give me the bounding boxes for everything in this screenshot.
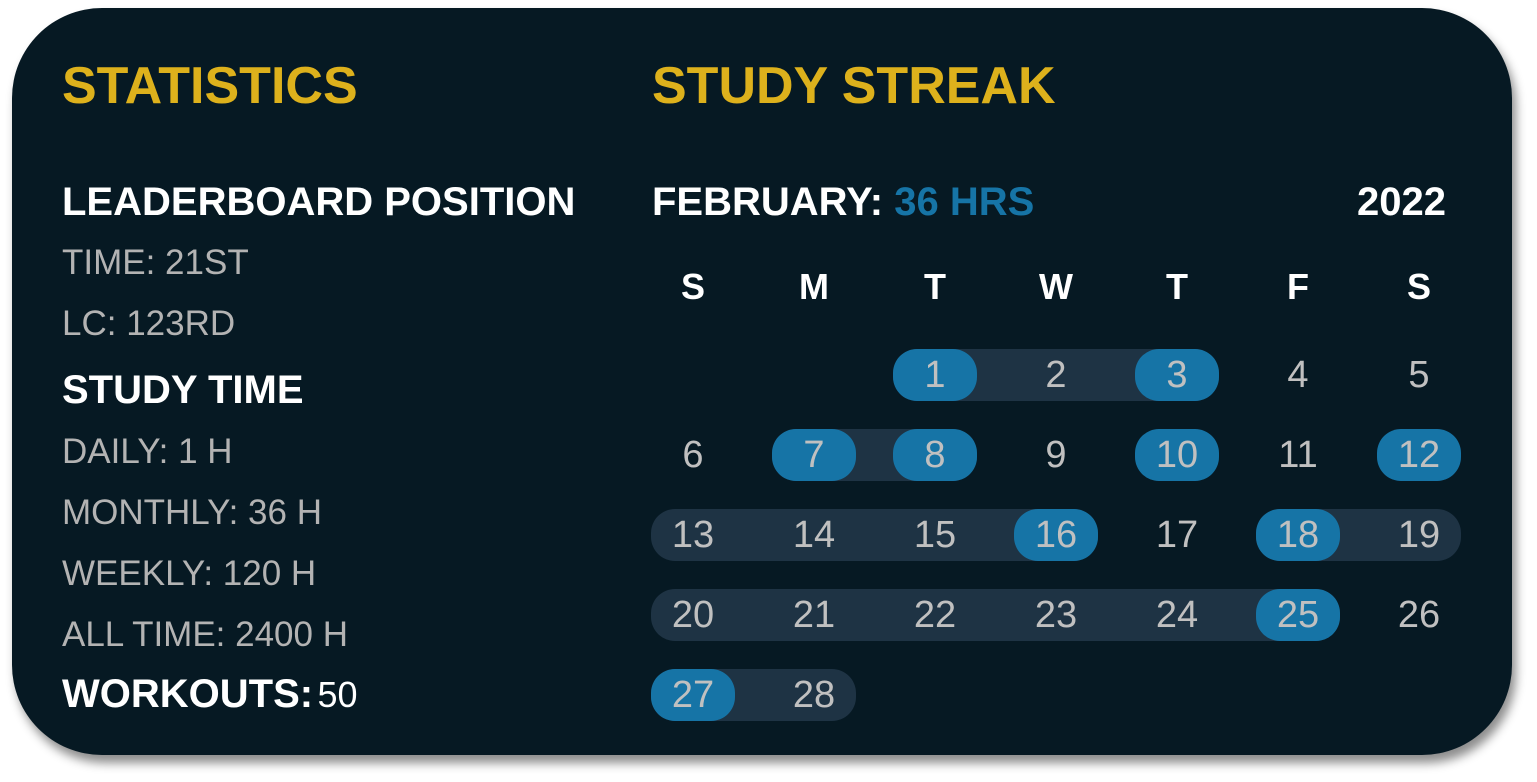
leaderboard-lc: LC: 123RD — [62, 304, 236, 343]
calendar-day-11[interactable]: 11 — [1278, 434, 1318, 476]
calendar-day-28[interactable]: 28 — [792, 674, 836, 716]
weekday-label: W — [1039, 266, 1073, 307]
calendar-day-18[interactable]: 18 — [1256, 509, 1340, 561]
calendar-day-2[interactable]: 2 — [1045, 354, 1067, 396]
calendar-day-7[interactable]: 7 — [772, 429, 856, 481]
calendar-day-5[interactable]: 5 — [1408, 354, 1430, 396]
calendar-day-3[interactable]: 3 — [1135, 349, 1219, 401]
calendar-day-12[interactable]: 12 — [1377, 429, 1461, 481]
calendar-day-25[interactable]: 25 — [1256, 589, 1340, 641]
calendar-day-16[interactable]: 16 — [1014, 509, 1098, 561]
weekday-label: T — [1166, 266, 1188, 307]
month-hours: 36 HRS — [894, 180, 1035, 224]
study-all-time: ALL TIME: 2400 H — [62, 615, 348, 654]
month-summary: FEBRUARY: 36 HRS — [652, 182, 1034, 222]
calendar-day-23[interactable]: 23 — [1034, 594, 1078, 636]
weekday-label: S — [680, 266, 705, 307]
workouts-value: 50 — [317, 674, 358, 715]
calendar-day-4[interactable]: 4 — [1287, 354, 1309, 396]
calendar-day-26[interactable]: 26 — [1397, 594, 1441, 636]
workouts-label: WORKOUTS: — [62, 672, 314, 716]
calendar-day-22[interactable]: 22 — [913, 594, 957, 636]
study-weekly: WEEKLY: 120 H — [62, 554, 317, 593]
weekday-label: T — [924, 266, 946, 307]
calendar-day-24[interactable]: 24 — [1155, 594, 1199, 636]
calendar-day-14[interactable]: 14 — [792, 514, 836, 556]
study-monthly: MONTHLY: 36 H — [62, 493, 322, 532]
calendar-day-17[interactable]: 17 — [1155, 514, 1199, 556]
weekday-label: S — [1406, 266, 1431, 307]
calendar-day-9[interactable]: 9 — [1045, 434, 1067, 476]
study-time-heading: STUDY TIME — [62, 368, 304, 412]
calendar-day-13[interactable]: 13 — [671, 514, 715, 556]
calendar-day-27[interactable]: 27 — [651, 669, 735, 721]
study-daily: DAILY: 1 H — [62, 432, 233, 471]
calendar-day-1[interactable]: 1 — [893, 349, 977, 401]
month-label: FEBRUARY: — [652, 180, 884, 224]
calendar-day-15[interactable]: 15 — [913, 514, 957, 556]
calendar-day-8[interactable]: 8 — [893, 429, 977, 481]
year-label: 2022 — [1357, 180, 1446, 224]
streak-bar — [651, 589, 1340, 641]
weekday-label: F — [1287, 266, 1309, 307]
calendar-day-6[interactable]: 6 — [682, 434, 704, 476]
study-streak-title: STUDY STREAK — [652, 57, 1056, 115]
leaderboard-heading: LEADERBOARD POSITION — [62, 180, 576, 224]
workouts: WORKOUTS: 50 — [62, 674, 358, 716]
statistics-title: STATISTICS — [62, 57, 358, 115]
calendar-day-21[interactable]: 21 — [792, 594, 836, 636]
calendar-day-10[interactable]: 10 — [1135, 429, 1219, 481]
leaderboard-time: TIME: 21ST — [62, 243, 249, 282]
statistics-card: STATISTICS LEADERBOARD POSITION TIME: 21… — [12, 8, 1512, 755]
calendar-day-19[interactable]: 19 — [1397, 514, 1441, 556]
calendar-day-20[interactable]: 20 — [671, 594, 715, 636]
weekday-label: M — [799, 266, 829, 307]
